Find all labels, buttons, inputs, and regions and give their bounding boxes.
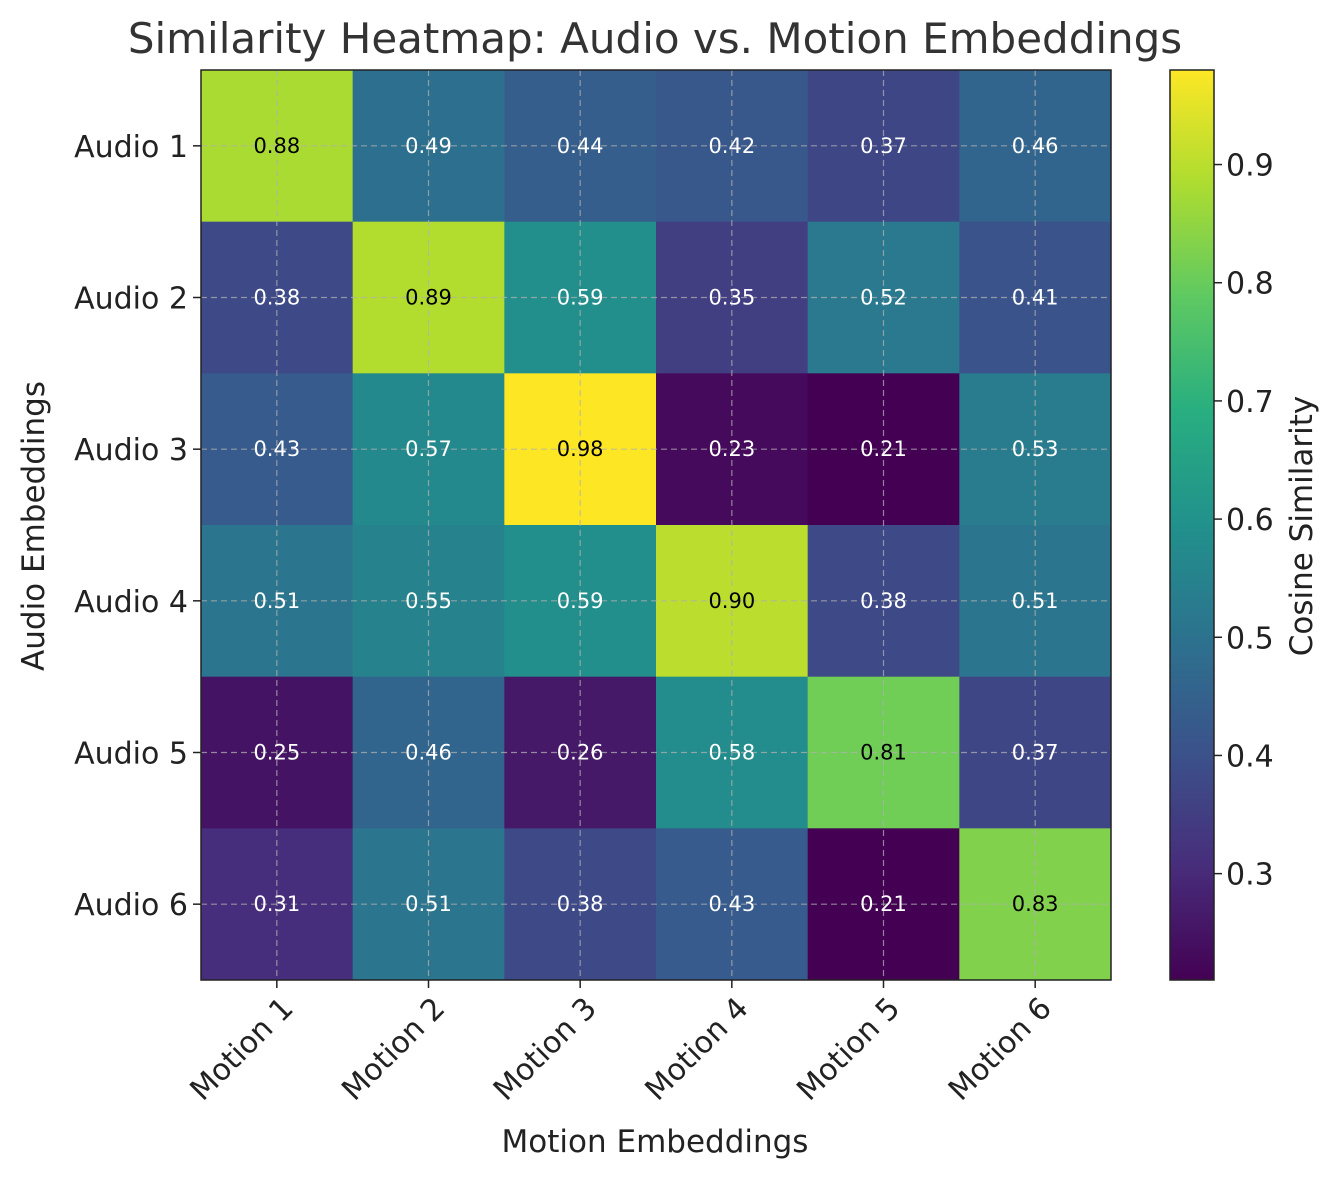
heatmap-cell-label: 0.59 (557, 286, 604, 310)
x-tick-label: Motion 6 (942, 991, 1059, 1108)
x-axis-ticks: Motion 1 Motion 2 Motion 3 Motion 4 Motion 5… (184, 980, 1059, 1108)
colorbar (1169, 69, 1215, 981)
heatmap-cell-label: 0.58 (708, 741, 755, 765)
x-tick-label: Motion 4 (639, 991, 756, 1108)
heatmap-cell-label: 0.51 (253, 589, 300, 613)
heatmap-cell-label: 0.23 (708, 437, 755, 461)
heatmap-cell-label: 0.38 (253, 286, 300, 310)
y-axis-label: Audio Embeddings (16, 381, 52, 671)
heatmap-cell-label: 0.55 (405, 589, 452, 613)
heatmap-cell-label: 0.81 (860, 741, 907, 765)
heatmap-cell-label: 0.26 (557, 741, 604, 765)
heatmap-cell-label: 0.21 (860, 892, 907, 916)
heatmap-cell-label: 0.38 (860, 589, 907, 613)
heatmap-cell-label: 0.37 (860, 134, 907, 158)
heatmap-cell-label: 0.46 (405, 741, 452, 765)
heatmap-cell (352, 221, 505, 374)
heatmap-cell-label: 0.31 (253, 892, 300, 916)
heatmap-cell-label: 0.42 (708, 134, 755, 158)
heatmap-cell-label: 0.98 (557, 437, 604, 461)
y-axis-ticks: Audio 1 Audio 2 Audio 3 Audio 4 Audio 5 Audio… (74, 130, 201, 923)
colorbar-tick-label: 0.5 (1226, 621, 1274, 656)
x-tick-label: Motion 5 (790, 991, 907, 1108)
heatmap-cell-label: 0.59 (557, 589, 604, 613)
heatmap-cell-label: 0.90 (708, 589, 755, 613)
x-tick-label: Motion 1 (184, 991, 301, 1108)
heatmap-cell-label: 0.51 (1012, 589, 1059, 613)
y-tick-label: Audio 3 (74, 433, 188, 468)
heatmap-cell-label: 0.51 (405, 892, 452, 916)
colorbar-tick-label: 0.8 (1226, 267, 1274, 302)
x-tick-label: Motion 2 (335, 991, 452, 1108)
heatmap-cell-label: 0.89 (405, 286, 452, 310)
heatmap-cell-label: 0.57 (405, 437, 452, 461)
heatmap-cell-labels: 0.88 0.49 0.44 0.42 0.37 0.46 0.38 0.89 0.59 0.35… (253, 134, 1058, 916)
heatmap-cell-label: 0.43 (708, 892, 755, 916)
heatmap-cell-label: 0.46 (1012, 134, 1059, 158)
heatmap-cell-label: 0.44 (557, 134, 604, 158)
heatmap-cell-label: 0.41 (1012, 286, 1059, 310)
heatmap-cell-label: 0.21 (860, 437, 907, 461)
y-tick-label: Audio 2 (74, 282, 188, 317)
heatmap-cell-label: 0.83 (1012, 892, 1059, 916)
colorbar-tick-label: 0.4 (1226, 739, 1274, 774)
y-tick-label: Audio 1 (74, 130, 188, 165)
y-tick-label: Audio 4 (74, 585, 188, 620)
heatmap-cell-label: 0.88 (253, 134, 300, 158)
heatmap-cell-label: 0.37 (1012, 741, 1059, 765)
heatmap-cells (201, 70, 1112, 981)
heatmap-cell-label: 0.43 (253, 437, 300, 461)
heatmap-gridlines (201, 70, 1111, 980)
colorbar-tick-label: 0.3 (1226, 858, 1274, 893)
heatmap-cell-label: 0.49 (405, 134, 452, 158)
colorbar-label: Cosine Similarity (1284, 396, 1320, 657)
y-tick-label: Audio 5 (74, 737, 188, 772)
heatmap-frame (200, 69, 1112, 981)
colorbar-tick-label: 0.6 (1226, 503, 1274, 538)
heatmap-cell-label: 0.38 (557, 892, 604, 916)
colorbar-tick-label: 0.9 (1226, 149, 1274, 184)
heatmap-cell-label: 0.35 (708, 286, 755, 310)
chart-title: Similarity Heatmap: Audio vs. Motion Emb… (128, 14, 1182, 63)
x-axis-label: Motion Embeddings (502, 1124, 809, 1160)
y-tick-label: Audio 6 (74, 888, 188, 923)
heatmap-cell-label: 0.53 (1012, 437, 1059, 461)
heatmap-cell-label: 0.25 (253, 741, 300, 765)
colorbar-ticks: 0.3 0.4 0.5 0.6 0.7 0.8 0.9 (1214, 149, 1274, 893)
colorbar-tick-label: 0.7 (1226, 385, 1274, 420)
heatmap-cell-label: 0.52 (860, 286, 907, 310)
x-tick-label: Motion 3 (487, 991, 604, 1108)
